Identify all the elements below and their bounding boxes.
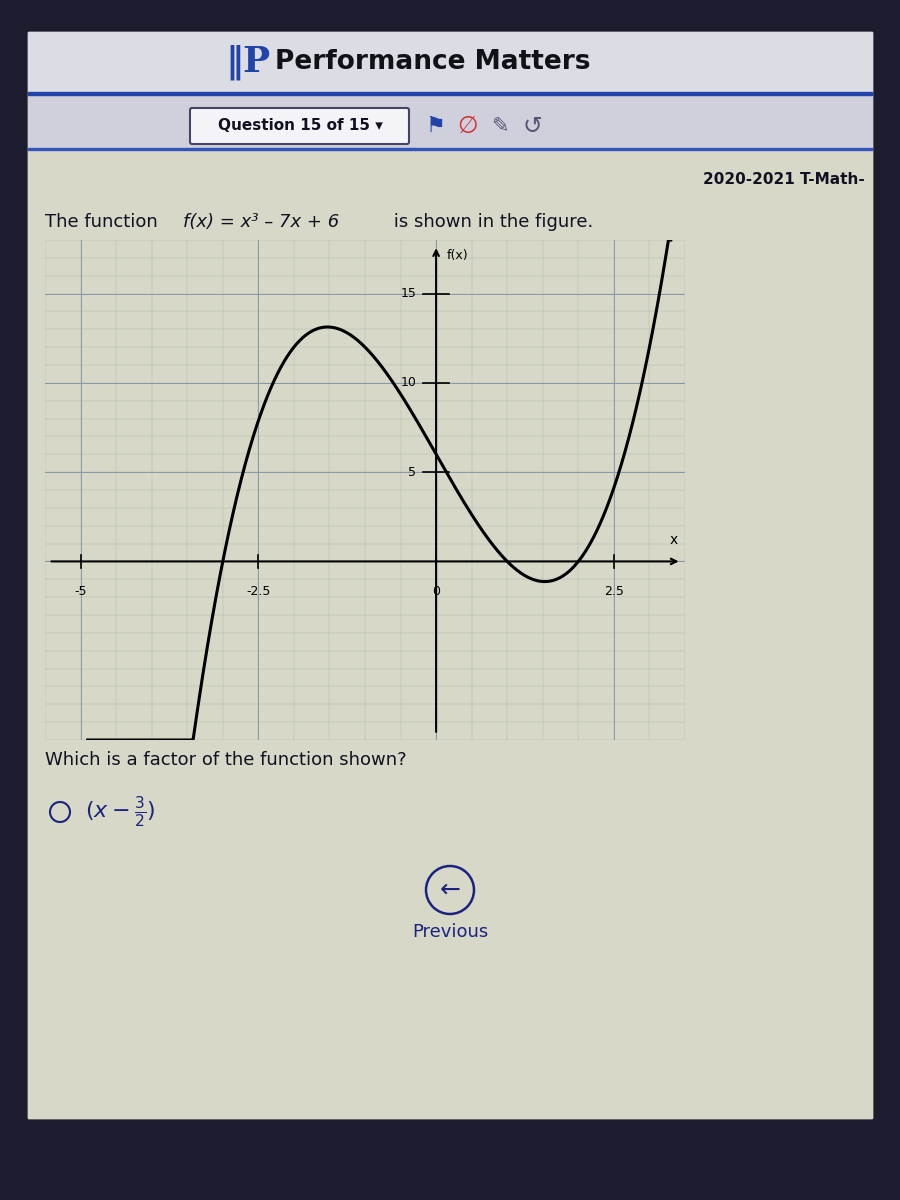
Text: 10: 10: [400, 377, 416, 389]
Text: -2.5: -2.5: [246, 584, 271, 598]
Bar: [28, 32, 872, 92]
Text: -5: -5: [75, 584, 86, 598]
Text: ✎: ✎: [491, 116, 508, 136]
Text: 0: 0: [432, 584, 440, 598]
Text: The function: The function: [45, 214, 164, 230]
Bar: [28, 148, 872, 150]
Bar: [28, 95, 872, 148]
Text: $(x-\frac{3}{2})$: $(x-\frac{3}{2})$: [85, 794, 156, 829]
Text: Previous: Previous: [412, 923, 488, 941]
Text: Which is a factor of the function shown?: Which is a factor of the function shown?: [45, 751, 407, 769]
Text: f(x): f(x): [446, 248, 468, 262]
Text: is shown in the figure.: is shown in the figure.: [388, 214, 593, 230]
Bar: [28, 92, 872, 95]
Bar: [28, 150, 872, 1118]
Text: ∅: ∅: [458, 114, 478, 138]
Text: 15: 15: [400, 287, 416, 300]
Text: ⚑: ⚑: [425, 116, 445, 136]
Text: 2.5: 2.5: [604, 584, 624, 598]
Text: Question 15 of 15 ▾: Question 15 of 15 ▾: [218, 119, 382, 133]
Text: f(x) = x³ – 7x + 6: f(x) = x³ – 7x + 6: [183, 214, 339, 230]
FancyBboxPatch shape: [190, 108, 409, 144]
Text: ‖P: ‖P: [225, 44, 271, 79]
Text: ←: ←: [439, 878, 461, 902]
Text: Performance Matters: Performance Matters: [275, 49, 590, 74]
Text: ↺: ↺: [522, 114, 542, 138]
Text: x: x: [670, 533, 678, 547]
Text: 2020-2021 T-Math-: 2020-2021 T-Math-: [703, 173, 865, 187]
Text: 5: 5: [409, 466, 416, 479]
